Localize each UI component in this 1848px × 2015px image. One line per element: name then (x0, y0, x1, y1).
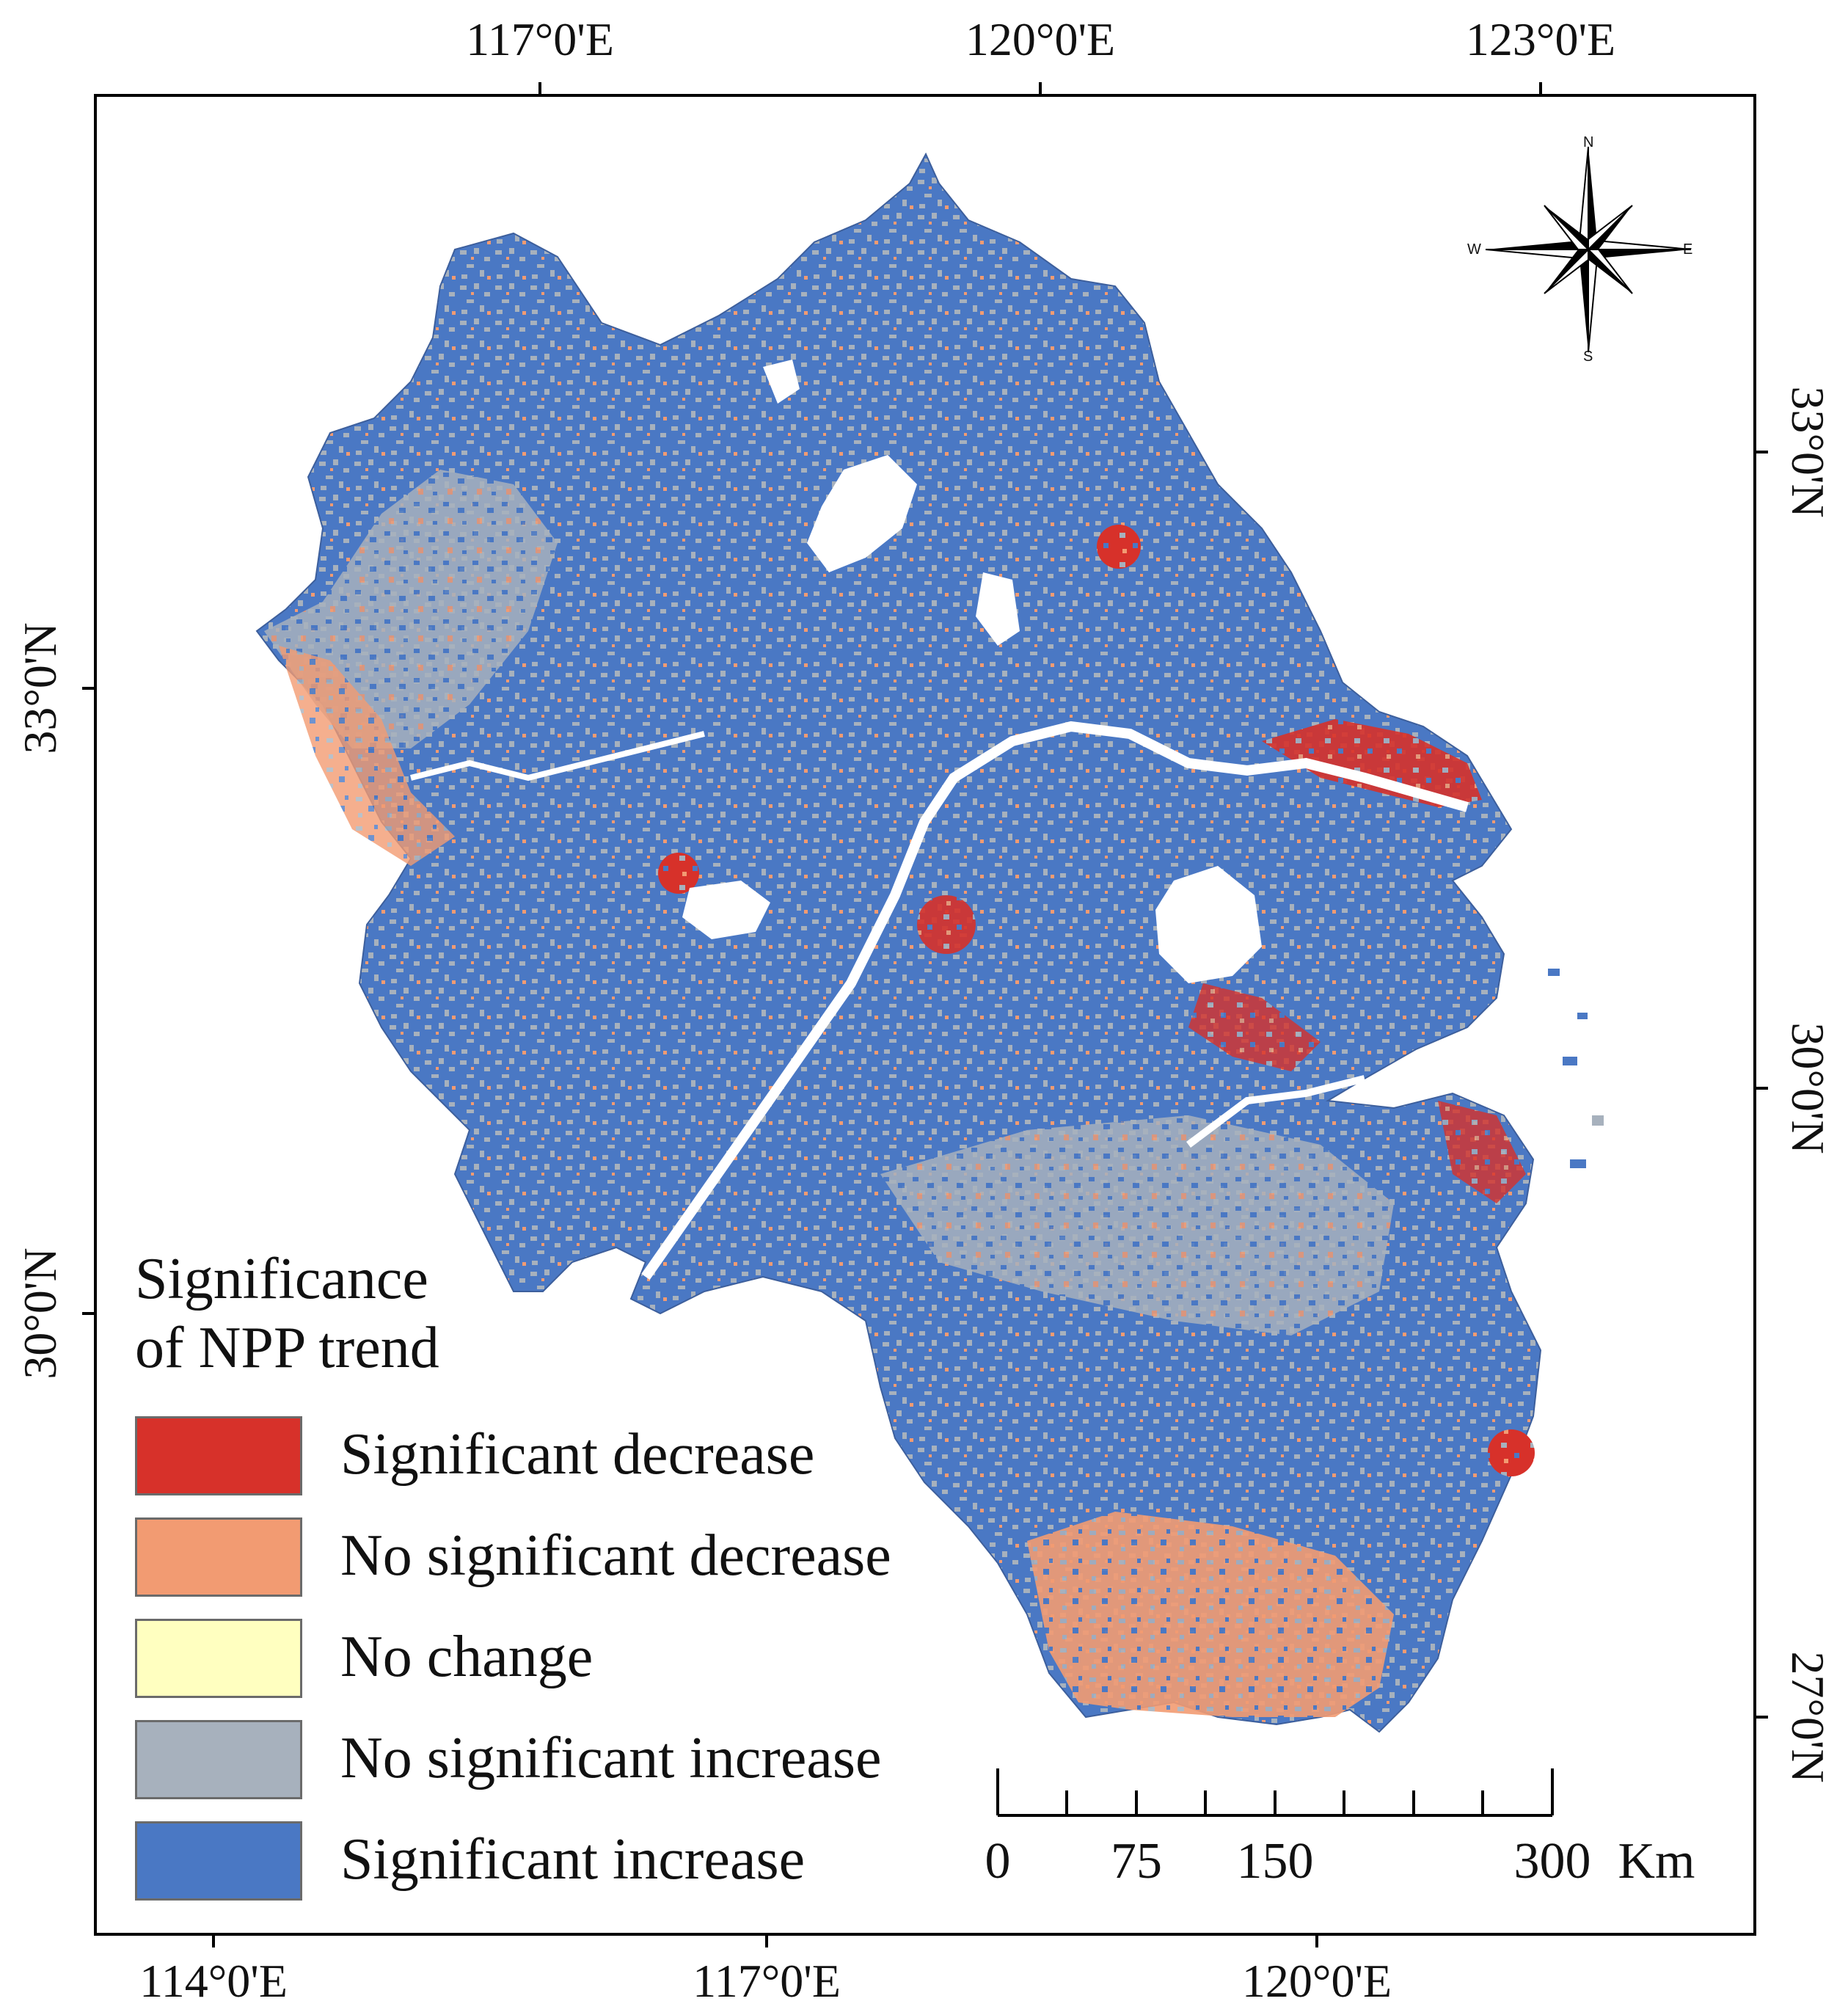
legend-swatch (135, 1720, 302, 1799)
region-landmass (255, 152, 1542, 1733)
red-spot-city (1097, 525, 1141, 569)
legend-title-line1: Significance (135, 1247, 428, 1311)
red-spot-city-3 (917, 895, 976, 954)
yangtze-river (641, 721, 1469, 1280)
island (1577, 1013, 1588, 1019)
red-zone-shanghai (1188, 983, 1321, 1071)
legend-label: No significant increase (340, 1726, 882, 1790)
legend-item-significant-decrease: Significant decrease (135, 1416, 979, 1498)
left-axis-label: 33°0'N (14, 622, 66, 754)
island (1592, 1115, 1604, 1126)
legend-title-line2: of NPP trend (135, 1316, 439, 1381)
legend-swatch (135, 1416, 302, 1495)
compass-s-label: S (1583, 349, 1593, 365)
taihu-lake (1155, 866, 1262, 983)
red-spot-city-4 (1488, 1429, 1535, 1476)
map-frame (94, 94, 1756, 1936)
orange-zone-west (279, 646, 455, 866)
scale-unit: Km (1618, 1833, 1695, 1890)
scale-label-75: 75 (1111, 1833, 1162, 1890)
legend-label: Significant decrease (340, 1422, 815, 1487)
bottom-axis-label: 117°0'E (693, 1955, 841, 2007)
legend-item-no-significant-increase: No significant increase (135, 1720, 979, 1802)
scale-bar (996, 1768, 1554, 1817)
island (1570, 1159, 1586, 1168)
right-axis-label: 27°0'N (1782, 1651, 1834, 1783)
compass-rose (1485, 146, 1692, 353)
compass-n-label: N (1583, 134, 1594, 150)
legend-label: Significant increase (340, 1827, 806, 1892)
luoma-lake (763, 360, 800, 404)
island (1548, 969, 1560, 976)
legend-item-no-significant-decrease: No significant decrease (135, 1517, 979, 1600)
left-axis-label: 30°0'N (14, 1247, 66, 1380)
legend-item-no-change: No change (135, 1619, 979, 1701)
hongze-lake (807, 455, 917, 572)
compass-w-label: W (1467, 241, 1481, 258)
grey-zone-south (880, 1115, 1394, 1336)
top-axis-label: 123°0'E (1465, 13, 1616, 65)
bottom-axis-label: 114°0'E (139, 1955, 288, 2007)
scale-label-0: 0 (985, 1833, 1011, 1890)
island (1563, 1057, 1577, 1065)
legend-item-significant-increase: Significant increase (135, 1821, 979, 1903)
legend-title: Significance of NPP trend (135, 1245, 439, 1383)
huai-river (410, 731, 705, 781)
gaoyou-lake (976, 572, 1020, 646)
scale-label-300: 300 (1513, 1833, 1591, 1890)
legend-label: No significant decrease (340, 1523, 891, 1588)
bottom-axis-label: 120°0'E (1241, 1955, 1392, 2007)
chaohu-lake (682, 881, 770, 939)
axis-ticks (82, 82, 1768, 1947)
red-zone-delta (1262, 719, 1482, 807)
legend-swatch (135, 1517, 302, 1597)
scale-label-150: 150 (1236, 1833, 1314, 1890)
top-axis-label: 117°0'E (466, 13, 614, 65)
legend-label: No change (340, 1625, 594, 1689)
legend-swatch (135, 1821, 302, 1901)
right-axis-label: 30°0'N (1782, 1022, 1834, 1154)
red-spot-city-2 (658, 853, 699, 894)
orange-zone-south (1027, 1512, 1394, 1717)
legend-swatch (135, 1619, 302, 1698)
qiantang-river (1186, 1075, 1366, 1148)
right-axis-label: 33°0'N (1782, 386, 1834, 518)
compass-e-label: E (1683, 241, 1693, 258)
red-zone-coast (1438, 1101, 1526, 1203)
top-axis-label: 120°0'E (965, 13, 1116, 65)
